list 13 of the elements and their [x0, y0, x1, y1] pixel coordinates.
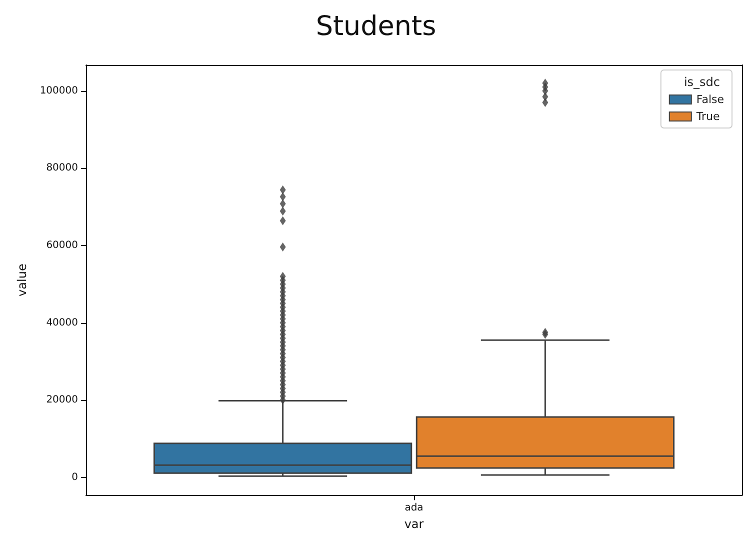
legend-title: is_sdc	[684, 75, 720, 89]
y-axis-title: value	[15, 264, 29, 296]
legend-label: False	[696, 93, 724, 106]
y-tick-label: 40000	[46, 317, 78, 328]
y-tick-label: 80000	[46, 162, 78, 174]
chart-title: Students	[316, 11, 436, 42]
x-tick-label: ada	[404, 502, 424, 514]
x-axis-title: var	[404, 517, 424, 531]
y-tick-label: 20000	[46, 394, 78, 406]
y-tick-label: 100000	[40, 85, 78, 96]
y-tick-label: 60000	[46, 240, 78, 251]
y-tick-label: 0	[72, 472, 78, 483]
legend-label: True	[695, 110, 720, 123]
